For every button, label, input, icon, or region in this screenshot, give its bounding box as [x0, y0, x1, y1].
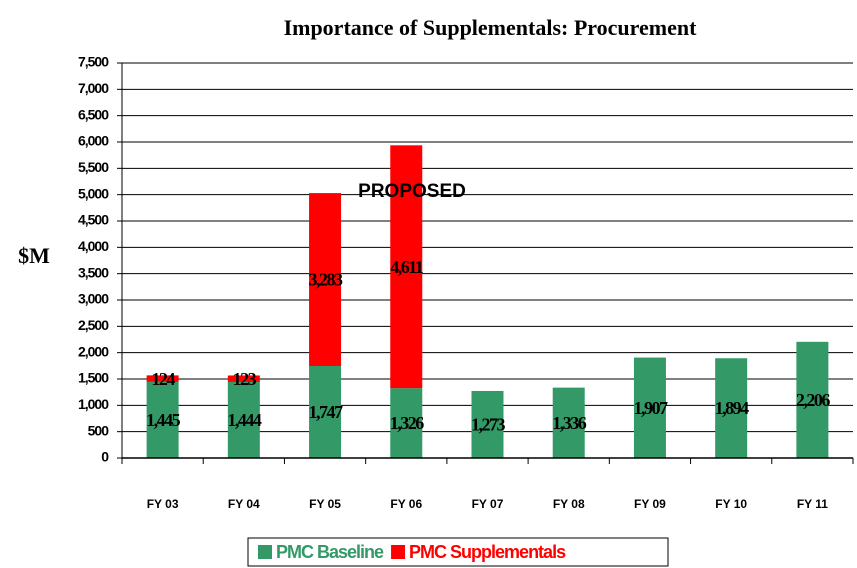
y-tick-label: 4,000: [78, 238, 109, 254]
x-tick-label: FY 06: [390, 497, 422, 511]
bar-segment: [552, 387, 585, 458]
bar-segment: [471, 390, 504, 458]
legend-label: PMC Supplementals: [409, 542, 566, 562]
y-tick-label: 5,500: [78, 159, 109, 175]
x-tick-label: FY 04: [228, 497, 260, 511]
legend-label: PMC Baseline: [276, 542, 384, 562]
x-tick-label: FY 09: [634, 497, 666, 511]
bar-segment: [390, 145, 423, 389]
y-tick-label: 1,000: [78, 396, 109, 412]
y-tick-label: 5,000: [78, 185, 109, 201]
y-tick-label: 500: [88, 422, 110, 438]
bar-segment: [309, 365, 342, 458]
data-label: 1,336: [552, 413, 587, 433]
data-label: 1,894: [715, 398, 750, 418]
x-tick-label: FY 03: [147, 497, 179, 511]
y-axis-label: $M: [18, 243, 50, 268]
y-tick-label: 7,500: [78, 54, 109, 70]
x-tick-label: FY 07: [472, 497, 504, 511]
y-tick-label: 2,500: [78, 317, 109, 333]
data-label: 1,326: [390, 413, 425, 433]
y-tick-label: 3,500: [78, 264, 109, 280]
data-label: 124: [151, 369, 175, 389]
y-tick-label: 4,500: [78, 212, 109, 228]
chart-title: Importance of Supplementals: Procurement: [284, 15, 698, 40]
bar-segment: [796, 341, 829, 458]
y-tick-label: 3,000: [78, 291, 109, 307]
bar-segment: [633, 357, 666, 458]
legend-swatch: [258, 545, 272, 559]
bar-segment: [390, 388, 423, 458]
data-label: 1,445: [146, 410, 181, 430]
y-tick-label: 0: [101, 449, 109, 465]
legend-box: [247, 537, 669, 567]
data-label: 1,273: [471, 415, 506, 435]
y-tick-label: 7,000: [78, 80, 109, 96]
x-tick-label: FY 11: [797, 497, 828, 511]
y-tick-label: 6,500: [78, 106, 109, 122]
bar-segment: [146, 381, 179, 458]
x-tick-label: FY 05: [309, 497, 341, 511]
data-label: 1,444: [227, 410, 262, 430]
data-label: 1,907: [633, 398, 668, 418]
annotation: PROPOSED: [358, 181, 466, 202]
bar-segment: [146, 375, 179, 382]
legend-swatch: [391, 545, 406, 559]
y-tick-label: 1,500: [78, 370, 109, 386]
bar-segment: [715, 358, 748, 458]
data-label: 1,747: [309, 402, 344, 422]
data-label: 123: [233, 369, 257, 389]
y-tick-label: 2,000: [78, 343, 109, 359]
bar-segment: [309, 193, 342, 366]
bar-segment: [227, 381, 260, 458]
bar-segment: [227, 375, 260, 382]
x-tick-label: FY 10: [715, 497, 747, 511]
data-label: 3,283: [309, 270, 344, 290]
data-label: 2,206: [796, 390, 831, 410]
y-tick-label: 6,000: [78, 133, 109, 149]
data-label: 4,611: [390, 257, 424, 277]
x-tick-label: FY 08: [553, 497, 585, 511]
